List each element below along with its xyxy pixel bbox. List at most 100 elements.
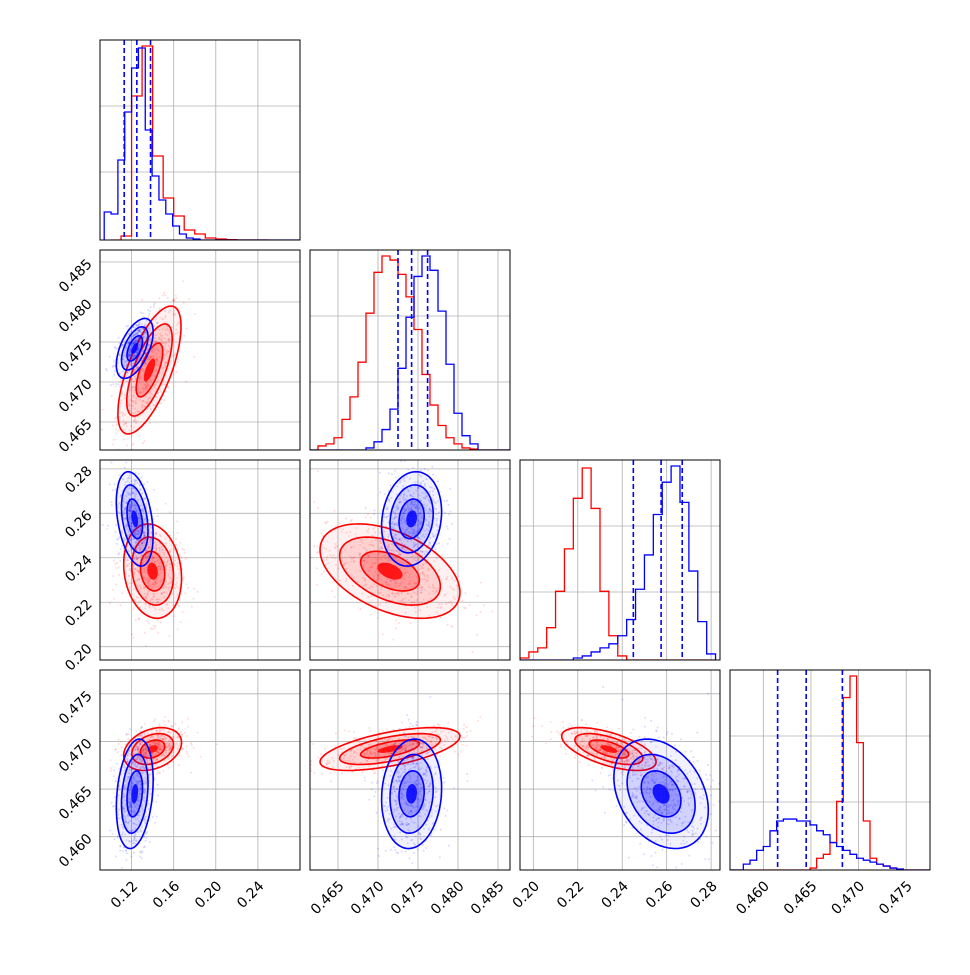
red-sample-point — [115, 583, 117, 585]
red-sample-point — [178, 764, 180, 766]
red-sample-point — [479, 716, 481, 718]
red-sample-point — [348, 730, 350, 732]
blue-sample-point — [113, 775, 115, 777]
blue-sample-point — [365, 507, 367, 509]
red-sample-point — [186, 753, 188, 755]
red-sample-point — [183, 577, 185, 579]
blue-sample-point — [364, 777, 366, 779]
red-sample-point — [193, 598, 195, 600]
blue-sample-point — [156, 816, 158, 818]
red-sample-point — [480, 582, 482, 584]
red-sample-point — [307, 548, 309, 550]
blue-sample-point — [155, 801, 157, 803]
red-sample-point — [127, 738, 129, 740]
red-sample-point — [374, 771, 376, 773]
red-sample-point — [109, 602, 111, 604]
red-sample-point — [372, 770, 374, 772]
panel-3-1 — [296, 670, 510, 876]
red-sample-point — [329, 772, 331, 774]
blue-sample-point — [388, 473, 390, 475]
red-sample-point — [105, 451, 107, 453]
red-sample-point — [177, 729, 179, 731]
red-sample-point — [187, 587, 189, 589]
red-sample-point — [186, 751, 188, 753]
red-sample-point — [196, 591, 198, 593]
red-sample-point — [102, 409, 104, 411]
red-sample-point — [179, 542, 181, 544]
blue-sample-point — [412, 467, 414, 469]
red-sample-point — [113, 598, 115, 600]
blue-sample-point — [449, 488, 451, 490]
red-sample-point — [158, 723, 160, 725]
red-sample-point — [341, 772, 343, 774]
red-sample-point — [120, 741, 122, 743]
red-sample-point — [173, 301, 175, 303]
blue-sample-point — [112, 489, 114, 491]
red-sample-point — [362, 771, 364, 773]
red-sample-point — [395, 619, 397, 621]
blue-sample-point — [127, 325, 129, 327]
blue-sample-point — [422, 844, 424, 846]
panel-2-2 — [515, 460, 720, 665]
red-sample-point — [331, 590, 333, 592]
red-sample-point — [333, 510, 335, 512]
panel-2-0 — [95, 440, 300, 665]
blue-sample-point — [138, 473, 140, 475]
panel-background — [100, 40, 300, 240]
blue-sample-point — [153, 304, 155, 306]
red-sample-point — [216, 743, 218, 745]
blue-sample-point — [116, 457, 118, 459]
red-sample-point — [439, 755, 441, 757]
red-sample-point — [115, 385, 117, 387]
red-sample-point — [181, 548, 183, 550]
blue-sample-point — [393, 846, 395, 848]
blue-sample-point — [408, 719, 410, 721]
red-sample-point — [116, 562, 118, 564]
blue-sample-point — [142, 312, 144, 314]
red-sample-point — [118, 743, 120, 745]
red-sample-point — [177, 532, 179, 534]
red-sample-point — [156, 509, 158, 511]
blue-sample-point — [105, 368, 107, 370]
red-sample-point — [324, 522, 326, 524]
red-sample-point — [463, 724, 465, 726]
red-sample-point — [168, 635, 170, 637]
blue-sample-point — [126, 734, 128, 736]
blue-sample-point — [113, 360, 115, 362]
blue-sample-point — [411, 862, 413, 864]
blue-sample-point — [374, 509, 376, 511]
red-sample-point — [95, 552, 97, 554]
blue-sample-point — [449, 511, 451, 513]
blue-sample-point — [111, 504, 113, 506]
red-sample-point — [126, 444, 128, 446]
red-sample-point — [464, 737, 466, 739]
red-sample-point — [480, 611, 482, 613]
blue-sample-point — [128, 872, 130, 874]
red-sample-point — [330, 780, 332, 782]
blue-sample-point — [448, 538, 450, 540]
red-sample-point — [491, 610, 493, 612]
red-sample-point — [136, 730, 138, 732]
red-sample-point — [196, 732, 198, 734]
blue-sample-point — [376, 782, 378, 784]
red-sample-point — [110, 759, 112, 761]
red-sample-point — [142, 442, 144, 444]
red-sample-point — [116, 424, 118, 426]
blue-sample-point — [157, 794, 159, 796]
panel-1-1 — [305, 250, 510, 455]
blue-sample-point — [124, 466, 126, 468]
blue-sample-point — [427, 469, 429, 471]
red-sample-point — [316, 552, 318, 554]
red-sample-point — [466, 726, 468, 728]
red-sample-point — [181, 733, 183, 735]
blue-sample-point — [119, 474, 121, 476]
red-sample-point — [153, 306, 155, 308]
blue-sample-point — [111, 462, 113, 464]
red-sample-point — [367, 513, 369, 515]
red-sample-point — [180, 621, 182, 623]
red-sample-point — [148, 315, 150, 317]
blue-sample-point — [113, 769, 115, 771]
red-sample-point — [369, 730, 371, 732]
red-sample-point — [123, 439, 125, 441]
